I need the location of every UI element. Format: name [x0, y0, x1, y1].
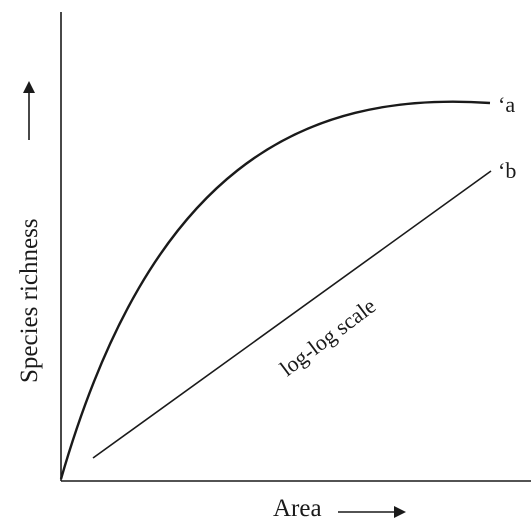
curve-a-label: ‘a: [498, 92, 515, 117]
line-b: [92, 170, 492, 459]
log-log-scale-annotation: log-log scale: [275, 293, 380, 381]
up-arrow-icon: [23, 81, 35, 140]
curve-b-label: ‘b: [498, 158, 516, 183]
y-axis-label: Species richness: [16, 218, 43, 383]
x-axis-label: Area: [273, 495, 322, 522]
curve-a: [59, 100, 491, 480]
right-arrow-icon: [338, 506, 406, 518]
